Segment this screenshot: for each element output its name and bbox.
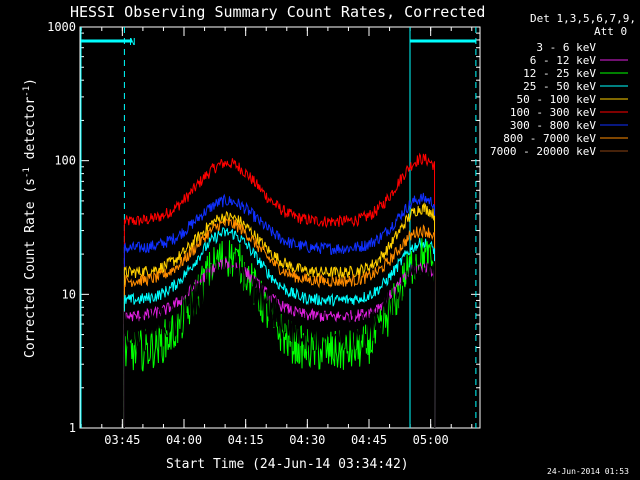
legend-label: 100 - 300 keV bbox=[510, 106, 596, 119]
series-line bbox=[123, 152, 436, 429]
x-axis-label: Start Time (24-Jun-14 03:34:42) bbox=[166, 457, 409, 472]
legend-label: 7000 - 20000 keV bbox=[490, 145, 596, 158]
x-tick-label: 05:00 bbox=[413, 433, 449, 447]
y-tick-label: 1 bbox=[69, 421, 76, 435]
legend-label: 800 - 7000 keV bbox=[503, 132, 596, 145]
x-tick-label: 04:45 bbox=[351, 433, 387, 447]
legend-label: 50 - 100 keV bbox=[517, 93, 597, 106]
attenuator-label: Att 0 bbox=[594, 25, 627, 38]
x-tick-label: 04:15 bbox=[228, 433, 264, 447]
night-marker: N bbox=[129, 37, 135, 48]
series-line bbox=[123, 251, 436, 429]
y-tick-label: 10 bbox=[62, 287, 76, 301]
chart-title: HESSI Observing Summary Count Rates, Cor… bbox=[70, 3, 485, 21]
y-tick-label: 1000 bbox=[47, 20, 76, 34]
legend-label: 25 - 50 keV bbox=[523, 80, 596, 93]
timestamp: 24-Jun-2014 01:53 bbox=[547, 467, 629, 476]
x-tick-label: 04:00 bbox=[166, 433, 202, 447]
plot-area bbox=[123, 152, 436, 429]
y-tick-label: 100 bbox=[54, 154, 76, 168]
series-line bbox=[123, 192, 436, 429]
tick-labels: 1 10 100 1000 03:45 04:00 04:15 04:30 04:45 05:00 bbox=[47, 20, 449, 447]
series-line bbox=[123, 216, 436, 429]
legend-label: 300 - 800 keV bbox=[510, 119, 596, 132]
series-line bbox=[123, 227, 436, 429]
legend-label: 3 - 6 keV bbox=[536, 41, 596, 54]
x-tick-label: 03:45 bbox=[104, 433, 140, 447]
detector-label: Det 1,3,5,6,7,9, bbox=[530, 12, 636, 25]
plot-frame bbox=[79, 26, 481, 429]
series-line bbox=[123, 202, 436, 429]
x-tick-label: 04:30 bbox=[289, 433, 325, 447]
y-axis-label: Corrected Count Rate (s-1 detector-1) bbox=[22, 78, 38, 358]
legend-label: 12 - 25 keV bbox=[523, 67, 596, 80]
legend-label: 6 - 12 keV bbox=[530, 54, 597, 67]
